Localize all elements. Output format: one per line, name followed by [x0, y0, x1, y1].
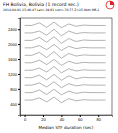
y-tick-mark: [18, 29, 20, 30]
trace: [25, 74, 106, 80]
y-tick: 1200: [8, 72, 20, 77]
trace: [25, 89, 106, 95]
trace: [25, 44, 106, 50]
subtitle: 2014-04-01 23:46:47 Lat=-19.61 Lon=-70.7…: [3, 8, 99, 12]
y-tick-mark: [18, 104, 20, 105]
title: FH Bolivia, Bolivia (1 record sec.): [3, 2, 79, 7]
y-tick-label: 2400: [8, 27, 18, 32]
x-axis: 0 20 40 60 80: [21, 115, 113, 122]
y-tick-label: 800: [10, 87, 17, 92]
y-tick: 2400: [8, 27, 20, 32]
y-tick-label: 400: [10, 102, 17, 107]
y-tick-mark: [18, 44, 20, 45]
plot-frame: [20, 18, 112, 115]
y-tick-mark: [18, 59, 20, 60]
y-tick: 400: [10, 102, 20, 107]
trace: [25, 37, 106, 44]
y-tick-mark: [18, 89, 20, 90]
trace: [25, 22, 106, 28]
y-axis-line: [18, 19, 21, 116]
x-tick-label: 40: [60, 117, 65, 122]
y-tick: 1600: [8, 57, 20, 62]
chart: FH Bolivia, Bolivia (1 record sec.)2014-…: [0, 0, 118, 133]
trace: [25, 59, 106, 65]
y-tick-label: 1200: [8, 72, 18, 77]
trace: [25, 29, 106, 36]
trace: [25, 82, 106, 88]
y-axis: 400 800 1200 1600 2000 2400: [8, 19, 20, 116]
y-tick-label: 1600: [8, 57, 18, 62]
x-tick: 60: [78, 115, 83, 122]
logo-ring: [106, 1, 114, 9]
y-tick: 2000: [8, 42, 20, 47]
trace: [25, 97, 106, 103]
x-tick-label: 60: [78, 117, 83, 122]
x-tick-label: 80: [96, 117, 101, 122]
x-tick: 0: [24, 115, 27, 122]
y-tick: 800: [10, 87, 20, 92]
logo-wedge: [110, 1, 114, 5]
trace: [25, 52, 106, 59]
y-tick-mark: [18, 74, 20, 75]
x-tick: 80: [96, 115, 101, 122]
x-axis-title: Median STF duration (sec): [39, 125, 94, 130]
traces: [25, 22, 106, 103]
trace: [25, 67, 106, 73]
logo: [106, 1, 114, 9]
y-tick-label: 2000: [8, 42, 18, 47]
x-tick-label: 20: [41, 117, 46, 122]
x-tick: 40: [60, 115, 65, 122]
x-tick-label: 0: [24, 117, 27, 122]
x-tick: 20: [41, 115, 46, 122]
